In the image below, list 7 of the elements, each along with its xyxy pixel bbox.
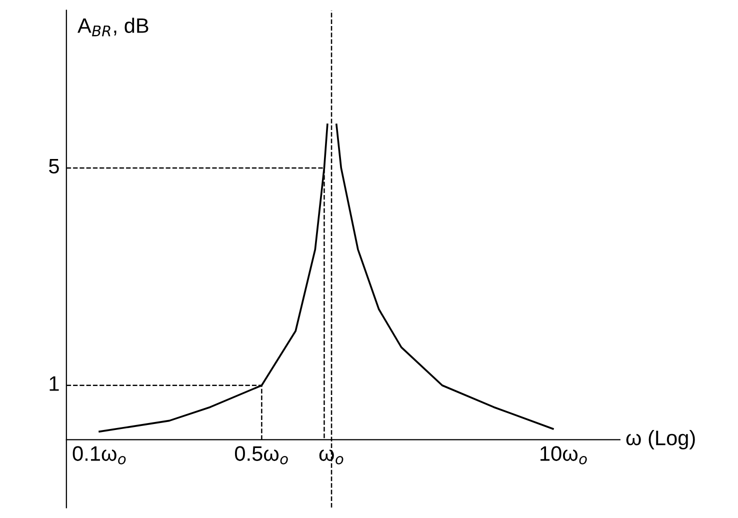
x-tick-label: 10ω$_{o}$ [540, 446, 587, 464]
y-tick-label: 5 [49, 159, 59, 174]
x-axis-title: ω (Log) [626, 430, 695, 450]
y-axis-title: A$_{BR}$, dB [78, 18, 148, 36]
y-tick-label: 1 [50, 376, 59, 391]
x-tick-label: 0.5ω$_{o}$ [235, 446, 288, 464]
x-tick-label: 0.1ω$_{o}$ [72, 446, 126, 464]
